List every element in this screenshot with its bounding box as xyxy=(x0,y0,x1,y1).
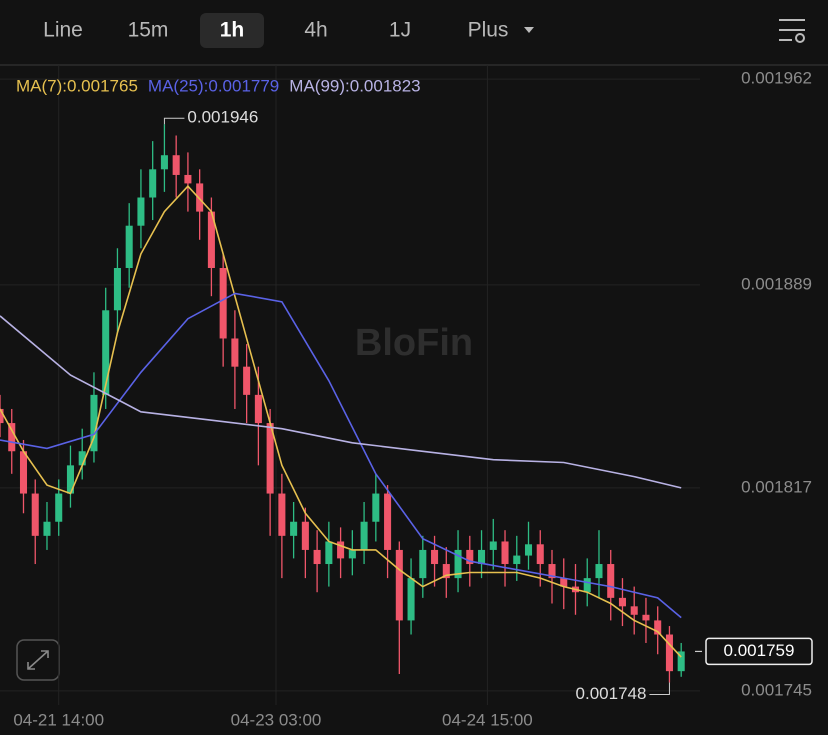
expand-arrows xyxy=(27,650,49,670)
candle-body xyxy=(43,521,51,536)
candle-body xyxy=(677,651,685,672)
candle-body xyxy=(172,155,180,175)
candle-body xyxy=(31,493,39,536)
candle-body xyxy=(184,174,192,184)
candle-body xyxy=(207,211,215,268)
candle-body xyxy=(618,597,626,607)
candle-body xyxy=(301,521,309,550)
candle-body xyxy=(137,197,145,226)
ma-line xyxy=(0,292,682,619)
candle-body xyxy=(125,225,133,268)
last-price-box xyxy=(705,637,813,666)
tab[interactable]: 1J xyxy=(389,19,411,42)
tab[interactable]: 4h xyxy=(304,19,327,42)
candle-body xyxy=(407,578,415,621)
high-leader xyxy=(163,117,185,125)
legend-entry: MA(7):0.001765 xyxy=(16,76,138,95)
y-tick-label: 0.001817 xyxy=(741,477,812,496)
candle-body xyxy=(348,549,356,559)
candle-body xyxy=(548,564,556,579)
low-label: 0.001748 xyxy=(576,684,647,703)
candle-body xyxy=(90,394,98,452)
candle-body xyxy=(337,541,345,559)
candle-body xyxy=(466,549,474,565)
candle-body xyxy=(395,549,403,621)
candle-body xyxy=(113,267,121,311)
candle-body xyxy=(55,493,63,522)
y-tick-label: 0.001962 xyxy=(741,69,812,88)
last-price-label: 0.001759 xyxy=(724,641,795,660)
legend-entry: MA(99):0.001823 xyxy=(289,76,420,95)
candle-body xyxy=(560,578,568,587)
tab[interactable]: 15m xyxy=(128,19,169,42)
x-tick-label: 04-21 14:00 xyxy=(13,710,104,729)
candle-body xyxy=(642,614,650,621)
candle-body xyxy=(478,549,486,565)
candle-body xyxy=(513,555,521,565)
candle-body xyxy=(231,338,239,367)
tab[interactable]: 1h xyxy=(220,19,245,42)
ma-line xyxy=(0,185,682,658)
dropdown-caret xyxy=(524,27,534,33)
candle-body xyxy=(595,564,603,579)
legend-entry: MA(25):0.001779 xyxy=(148,76,279,95)
candle-body xyxy=(254,394,262,424)
candle-body xyxy=(607,564,615,598)
y-tick-label: 0.001889 xyxy=(741,274,812,293)
candle-body xyxy=(313,549,321,565)
candle-body xyxy=(501,541,509,565)
tab-highlight xyxy=(200,13,264,48)
candle-body xyxy=(8,423,16,452)
icon-gear xyxy=(795,33,805,43)
low-leader xyxy=(649,682,670,695)
candle-body xyxy=(536,544,544,565)
candle-body xyxy=(196,183,204,212)
candle-body xyxy=(360,521,368,550)
candle-body xyxy=(489,541,497,550)
candle-body xyxy=(278,493,286,536)
candle-body xyxy=(149,169,157,198)
x-tick-label: 04-23 03:00 xyxy=(231,710,322,729)
high-label: 0.001946 xyxy=(187,108,258,127)
candle-body xyxy=(325,541,333,565)
candle-body xyxy=(654,620,662,635)
candle-body xyxy=(384,493,392,550)
settings-icon[interactable] xyxy=(779,19,805,43)
candle-body xyxy=(160,155,168,170)
candle-body xyxy=(419,549,427,579)
candle-body xyxy=(219,267,227,339)
candle-body xyxy=(243,366,251,395)
candle-body xyxy=(266,423,274,494)
tab[interactable]: Line xyxy=(43,19,83,42)
candle-body xyxy=(583,578,591,593)
candle-body xyxy=(665,634,673,672)
candle-body xyxy=(19,451,28,494)
candle-body xyxy=(524,544,533,556)
watermark: BloFin xyxy=(355,322,473,364)
ma-line xyxy=(0,315,682,489)
candle-body xyxy=(454,549,462,579)
y-tick-label: 0.001745 xyxy=(741,680,812,699)
candle-body xyxy=(290,521,298,536)
candle-body xyxy=(78,451,86,466)
candle-body xyxy=(431,549,439,565)
candle-body xyxy=(372,493,380,522)
candle-body xyxy=(0,408,4,424)
x-tick-label: 04-24 15:00 xyxy=(442,710,533,729)
tab[interactable]: Plus xyxy=(468,19,509,42)
candle-body xyxy=(630,606,638,615)
candle-body xyxy=(102,310,110,395)
candle-body xyxy=(66,465,74,494)
candle-body xyxy=(442,564,450,579)
